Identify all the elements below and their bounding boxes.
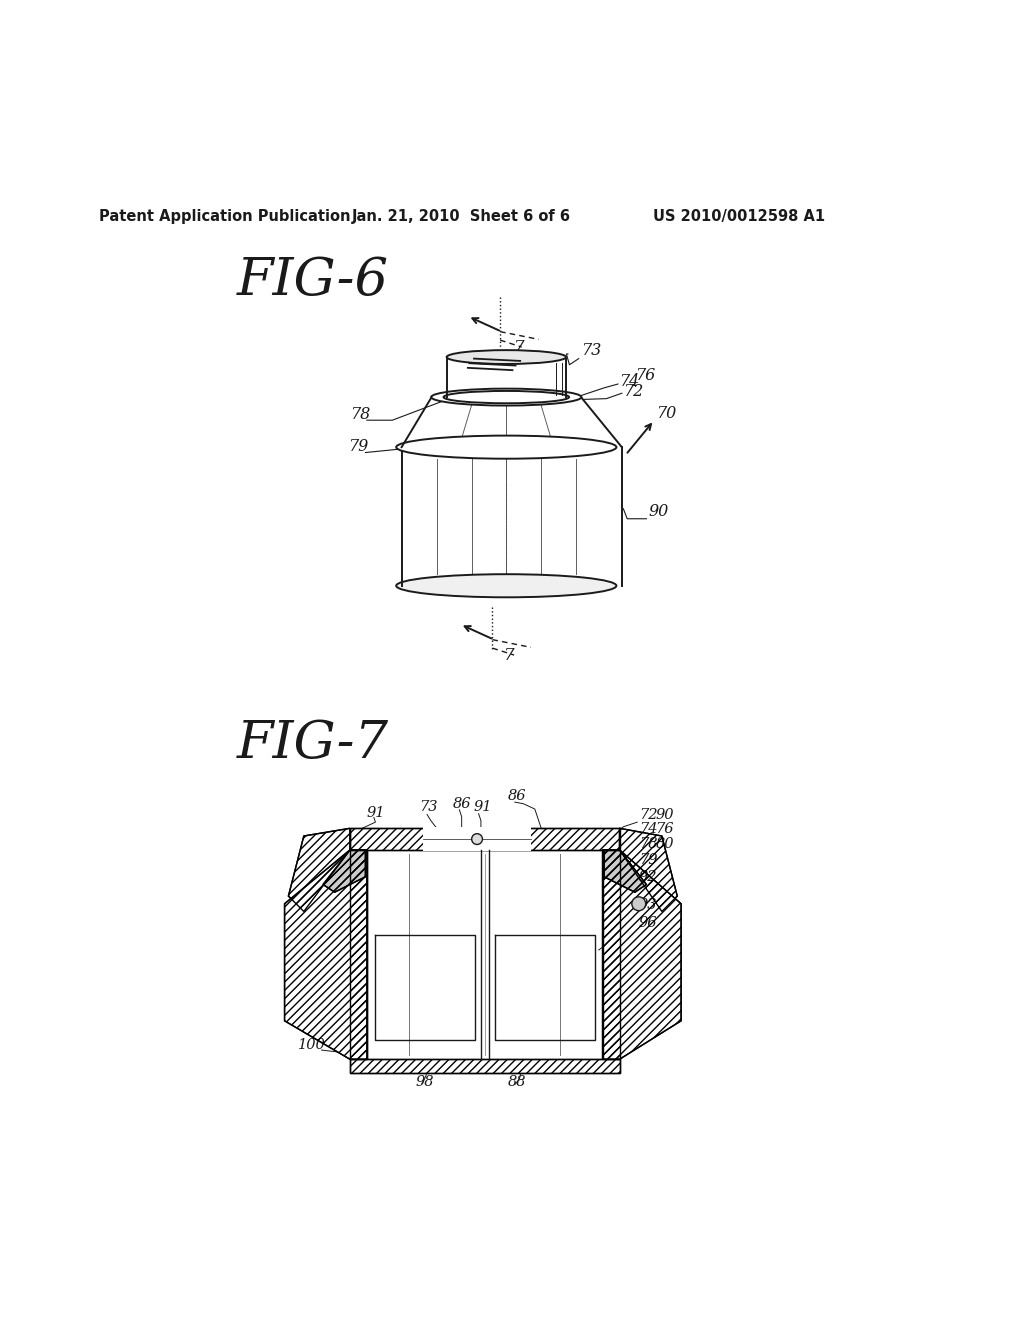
Text: 90: 90 <box>648 503 669 520</box>
Ellipse shape <box>396 574 616 597</box>
Text: 7: 7 <box>504 647 515 664</box>
Polygon shape <box>350 850 367 1059</box>
Ellipse shape <box>396 436 616 459</box>
Ellipse shape <box>431 388 582 405</box>
Ellipse shape <box>446 350 566 364</box>
Text: 76: 76 <box>635 367 655 384</box>
Text: 74: 74 <box>620 374 640 391</box>
Polygon shape <box>423 826 531 851</box>
Circle shape <box>472 834 482 845</box>
Text: 73: 73 <box>581 342 601 359</box>
Polygon shape <box>323 850 366 892</box>
Text: 90: 90 <box>655 808 674 822</box>
Circle shape <box>632 896 646 911</box>
Text: 70: 70 <box>656 405 677 422</box>
Text: 91: 91 <box>367 805 385 820</box>
Text: 78: 78 <box>639 837 657 851</box>
Text: US 2010/0012598 A1: US 2010/0012598 A1 <box>652 209 825 223</box>
Polygon shape <box>620 829 677 911</box>
Text: 72: 72 <box>624 383 644 400</box>
Text: 91: 91 <box>473 800 492 814</box>
Text: 73: 73 <box>419 800 438 814</box>
Text: 7: 7 <box>514 339 524 356</box>
Text: 72: 72 <box>639 808 657 822</box>
Text: 92: 92 <box>639 870 657 883</box>
Text: 96: 96 <box>639 916 657 929</box>
Text: 100: 100 <box>298 1039 327 1052</box>
Polygon shape <box>602 850 681 1059</box>
Polygon shape <box>350 829 620 850</box>
Ellipse shape <box>443 391 569 404</box>
Text: 88: 88 <box>508 1076 526 1089</box>
Text: 93: 93 <box>639 898 657 912</box>
Text: 76: 76 <box>655 822 674 836</box>
Polygon shape <box>285 850 367 1059</box>
Text: Patent Application Publication: Patent Application Publication <box>98 209 350 223</box>
Text: 79: 79 <box>639 853 657 867</box>
Text: 79: 79 <box>348 438 369 455</box>
Text: FIG-6: FIG-6 <box>237 255 389 305</box>
Text: 80: 80 <box>655 837 674 851</box>
Text: Jan. 21, 2010  Sheet 6 of 6: Jan. 21, 2010 Sheet 6 of 6 <box>352 209 571 223</box>
Polygon shape <box>350 1059 620 1073</box>
Text: 86: 86 <box>508 789 526 803</box>
Polygon shape <box>289 829 350 911</box>
Text: 98: 98 <box>416 1076 434 1089</box>
Text: 78: 78 <box>350 405 371 422</box>
Polygon shape <box>602 850 620 1059</box>
Text: 74: 74 <box>639 822 657 836</box>
Text: 86: 86 <box>453 796 471 810</box>
Polygon shape <box>604 850 646 892</box>
Text: FIG-7: FIG-7 <box>237 718 389 770</box>
